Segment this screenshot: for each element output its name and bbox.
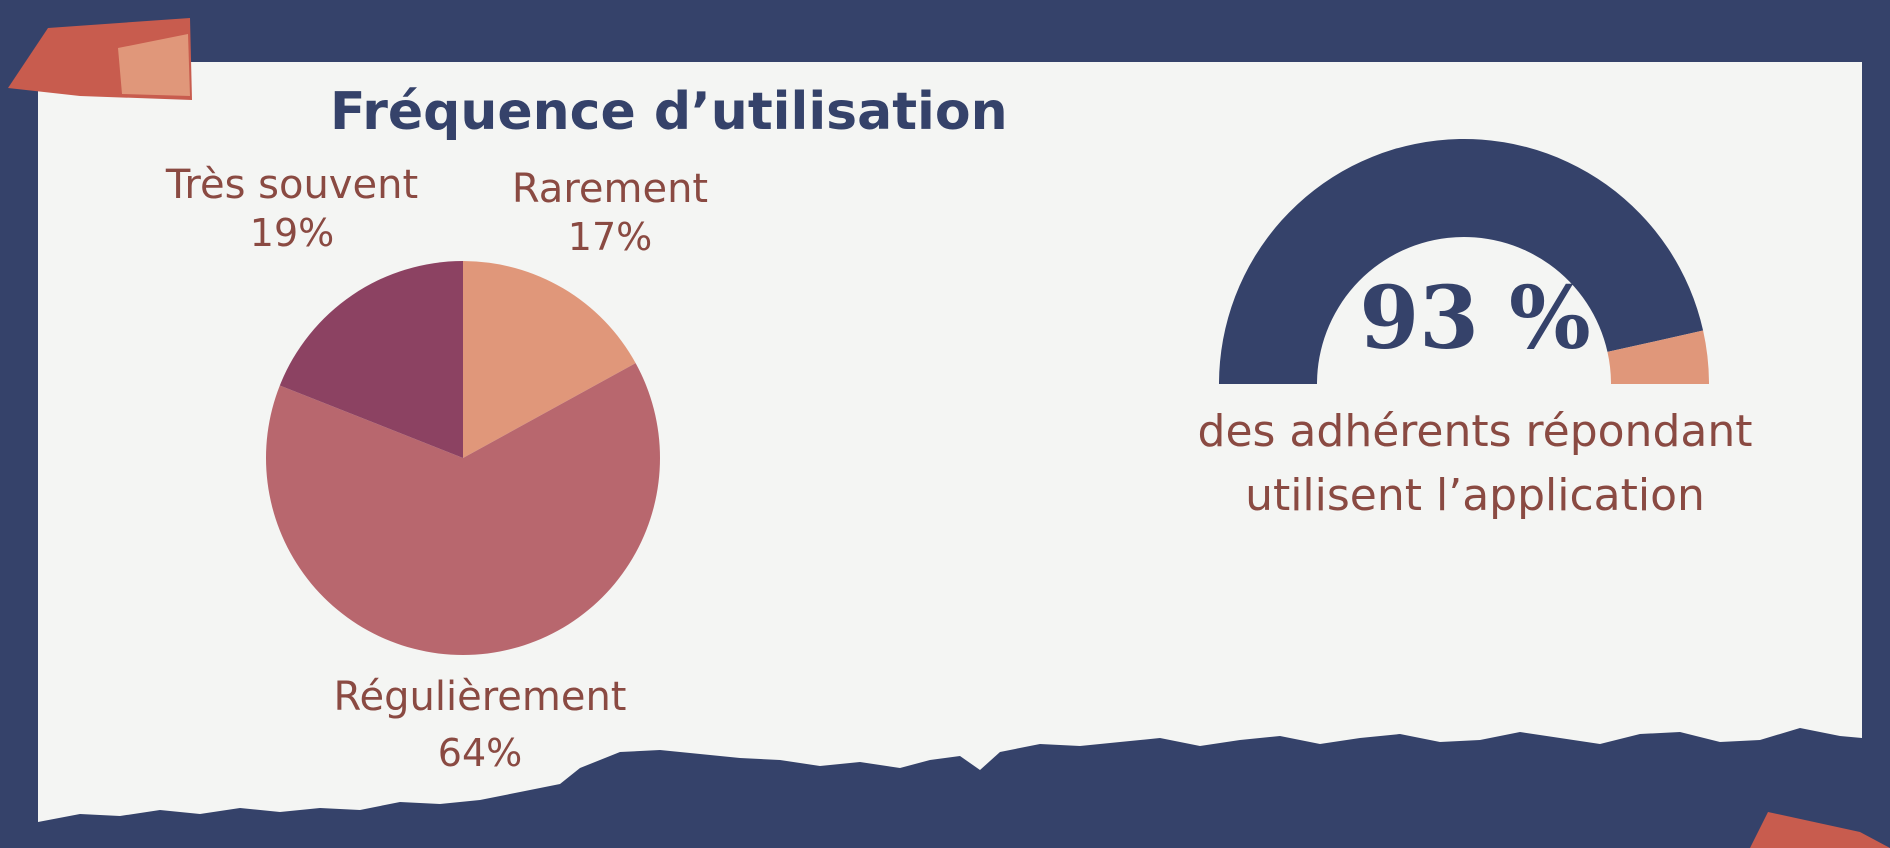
decorative-corner-top-left — [8, 18, 192, 100]
gauge-chart — [1219, 138, 1709, 384]
chart-title: Fréquence d’utilisation — [330, 82, 1008, 142]
pie-label-value: 19% — [249, 211, 335, 255]
gauge-caption: des adhérents répondant utilisent l’appl… — [1120, 400, 1830, 528]
pie-chart — [265, 260, 660, 655]
gauge-caption-line: utilisent l’application — [1245, 469, 1705, 521]
pie-slice-1 — [265, 363, 660, 655]
pie-label-name: Très souvent — [165, 162, 419, 208]
gauge-caption-line: des adhérents répondant — [1197, 406, 1753, 457]
decorative-corner-bottom-right — [1750, 812, 1890, 848]
pie-label-name: Rarement — [511, 166, 709, 212]
pie-label-rarement: Rarement 17% — [500, 164, 720, 262]
pie-slice-0 — [463, 261, 636, 458]
pie-label-value: 64% — [437, 731, 523, 775]
pie-label-value: 17% — [567, 215, 653, 259]
gauge-value-label: 93 % — [1359, 268, 1591, 369]
pie-slice-2 — [279, 260, 463, 458]
pie-label-tres-souvent: Très souvent 19% — [157, 160, 427, 258]
pie-label-name: Régulièrement — [333, 674, 627, 720]
pie-label-regulierement: Régulièrement 64% — [320, 668, 640, 781]
gauge-remainder-arc — [1607, 330, 1709, 384]
gauge-fill-arc — [1219, 138, 1704, 384]
